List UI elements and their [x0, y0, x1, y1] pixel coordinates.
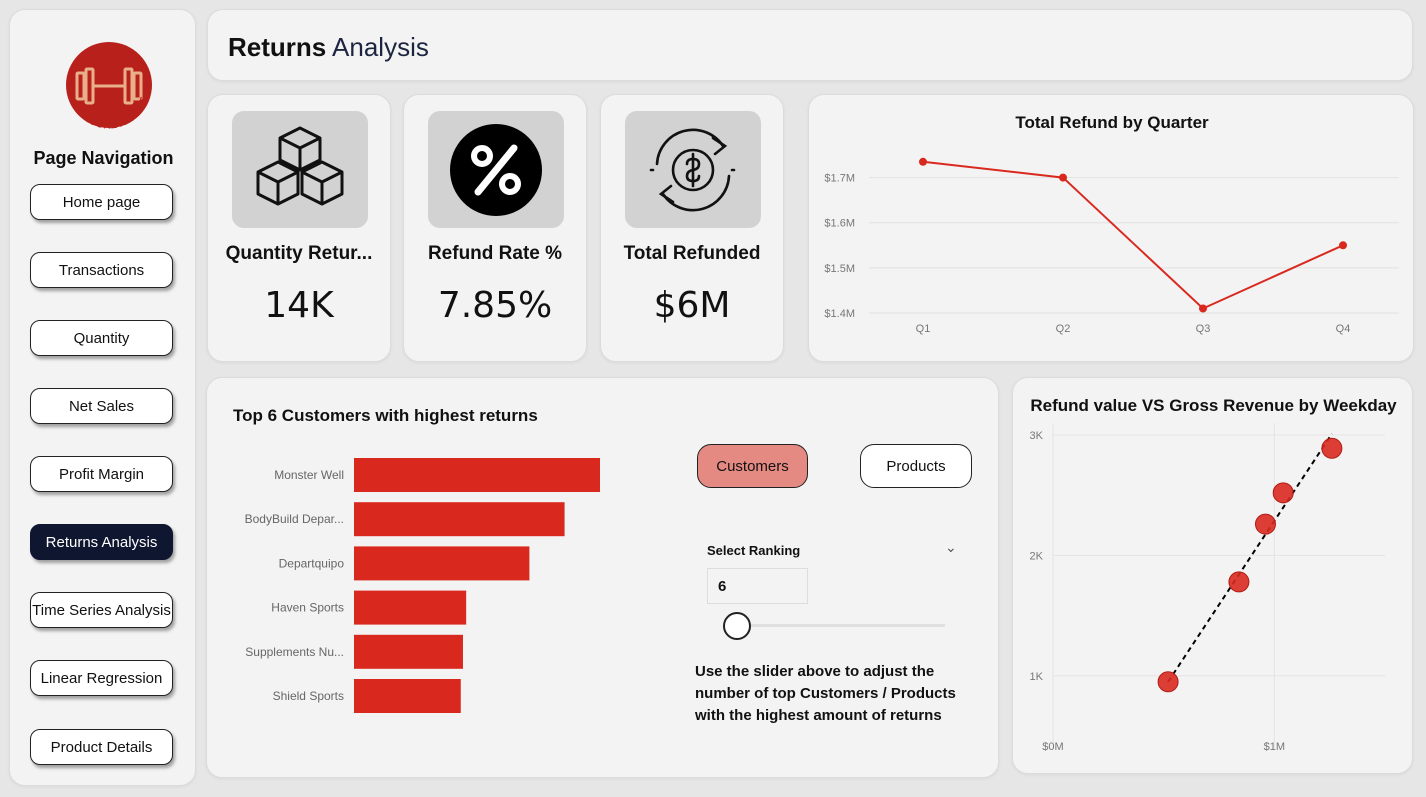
- bar: [354, 458, 600, 492]
- page-title: Returns Analysis: [228, 32, 429, 63]
- bar-category-label: Supplements Nu...: [245, 645, 344, 659]
- sidebar: IRONCORE ATHLETICS Page Navigation Home …: [9, 9, 196, 786]
- line-y-tick: $1.5M: [824, 263, 855, 275]
- bar: [354, 634, 463, 669]
- kpi-icon-box: [232, 111, 368, 228]
- scatter-x-tick: $1M: [1264, 741, 1285, 753]
- kpi-label: Refund Rate %: [427, 243, 563, 264]
- cubes-icon: [256, 126, 344, 205]
- line-chart-card: Total Refund by Quarter $1.4M $1.5M $1.6M $…: [808, 94, 1414, 362]
- line-series: [922, 160, 1344, 310]
- kpi-card-refund-rate: Refund Rate % 7.85%: [403, 94, 587, 362]
- customers-button[interactable]: Customers: [697, 444, 808, 488]
- kpi-label: Quantity Retur...: [225, 243, 373, 264]
- nav-home-page[interactable]: Home page: [30, 184, 173, 220]
- bar-category-label: Departquipo: [279, 556, 345, 570]
- kpi-icon-box: [428, 111, 564, 228]
- nav-net-sales[interactable]: Net Sales: [30, 388, 173, 424]
- kpi-card-quantity-returned: Quantity Retur... 14K: [207, 94, 391, 362]
- scatter-point: [1228, 571, 1250, 593]
- line-chart: $1.4M $1.5M $1.6M $1.7M Q1 Q2 Q3 Q4: [824, 157, 1399, 335]
- scatter-y-tick: 3K: [1030, 430, 1044, 442]
- scatter-trendline: [1167, 433, 1333, 683]
- line-y-tick: $1.6M: [824, 218, 855, 230]
- scatter-chart-title: Refund value VS Gross Revenue by Weekday: [1030, 396, 1397, 415]
- line-x-tick: Q1: [916, 323, 931, 335]
- nav-title: Page Navigation: [33, 148, 174, 168]
- nav-quantity[interactable]: Quantity: [30, 320, 173, 356]
- bar-category-label: Haven Sports: [271, 601, 344, 615]
- scatter-y-tick: 1K: [1030, 671, 1044, 683]
- scatter-y-tick: 2K: [1030, 550, 1044, 562]
- bar: [354, 546, 530, 581]
- line-y-tick: $1.4M: [824, 308, 855, 320]
- scatter-point: [1321, 437, 1343, 459]
- scatter-x-tick: $0M: [1042, 741, 1063, 753]
- scatter-chart-card: Refund value VS Gross Revenue by Weekday…: [1012, 377, 1413, 774]
- nav-time-series-analysis[interactable]: Time Series Analysis: [30, 592, 173, 628]
- nav-returns-analysis[interactable]: Returns Analysis: [30, 524, 173, 560]
- bar-chart-card: Top 6 Customers with highest returns Mon…: [206, 377, 999, 778]
- kpi-value: 14K: [264, 285, 334, 326]
- bar: [354, 502, 565, 537]
- kpi-value: $6M: [653, 285, 731, 326]
- scatter-chart: 1K 2K 3K $0M $1M: [1030, 423, 1385, 753]
- line-point: [1339, 241, 1347, 250]
- products-button[interactable]: Products: [860, 444, 972, 488]
- line-chart-title: Total Refund by Quarter: [1015, 113, 1209, 132]
- kpi-value: 7.85%: [437, 285, 553, 326]
- page-title-light: Analysis: [332, 32, 429, 62]
- ranking-slider-thumb[interactable]: [723, 612, 751, 640]
- bar-category-label: BodyBuild Depar...: [245, 512, 344, 526]
- line-x-tick: Q2: [1056, 323, 1071, 335]
- line-point: [1059, 173, 1067, 182]
- kpi-card-total-refunded: Total Refunded $6M: [600, 94, 784, 362]
- scatter-point: [1254, 513, 1276, 535]
- bar-category-label: Monster Well: [274, 468, 344, 482]
- bar: [354, 590, 467, 625]
- line-y-tick: $1.7M: [824, 173, 855, 185]
- line-x-tick: Q4: [1336, 323, 1351, 335]
- nav-product-details[interactable]: Product Details: [30, 729, 173, 765]
- bar-chart: Monster Well BodyBuild Depar... Departquip…: [245, 458, 600, 713]
- bar: [354, 679, 461, 713]
- nav-linear-regression[interactable]: Linear Regression: [30, 660, 173, 696]
- line-point: [919, 157, 927, 166]
- percent-icon: [450, 123, 542, 216]
- scatter-point: [1157, 671, 1179, 693]
- line-x-tick: Q3: [1196, 323, 1211, 335]
- chevron-down-icon[interactable]: ⌄: [945, 539, 957, 555]
- select-ranking-label: Select Ranking: [707, 543, 801, 558]
- refund-cycle-icon: [649, 128, 737, 211]
- ironcore-logo: IRONCORE ATHLETICS: [59, 41, 152, 132]
- ranking-input[interactable]: 6: [707, 568, 808, 604]
- bar-chart-title: Top 6 Customers with highest returns: [233, 406, 538, 425]
- nav-profit-margin[interactable]: Profit Margin: [30, 456, 173, 492]
- nav-transactions[interactable]: Transactions: [30, 252, 173, 288]
- page-title-bold: Returns: [228, 32, 327, 62]
- header: Returns Analysis: [207, 9, 1413, 81]
- slider-note: Use the slider above to adjust the numbe…: [695, 663, 956, 724]
- scatter-point: [1272, 482, 1294, 504]
- kpi-label: Total Refunded: [623, 243, 761, 264]
- bar-category-label: Shield Sports: [273, 689, 344, 703]
- kpi-icon-box: [625, 111, 761, 228]
- ranking-slider-track[interactable]: [737, 624, 945, 627]
- line-point: [1199, 304, 1207, 313]
